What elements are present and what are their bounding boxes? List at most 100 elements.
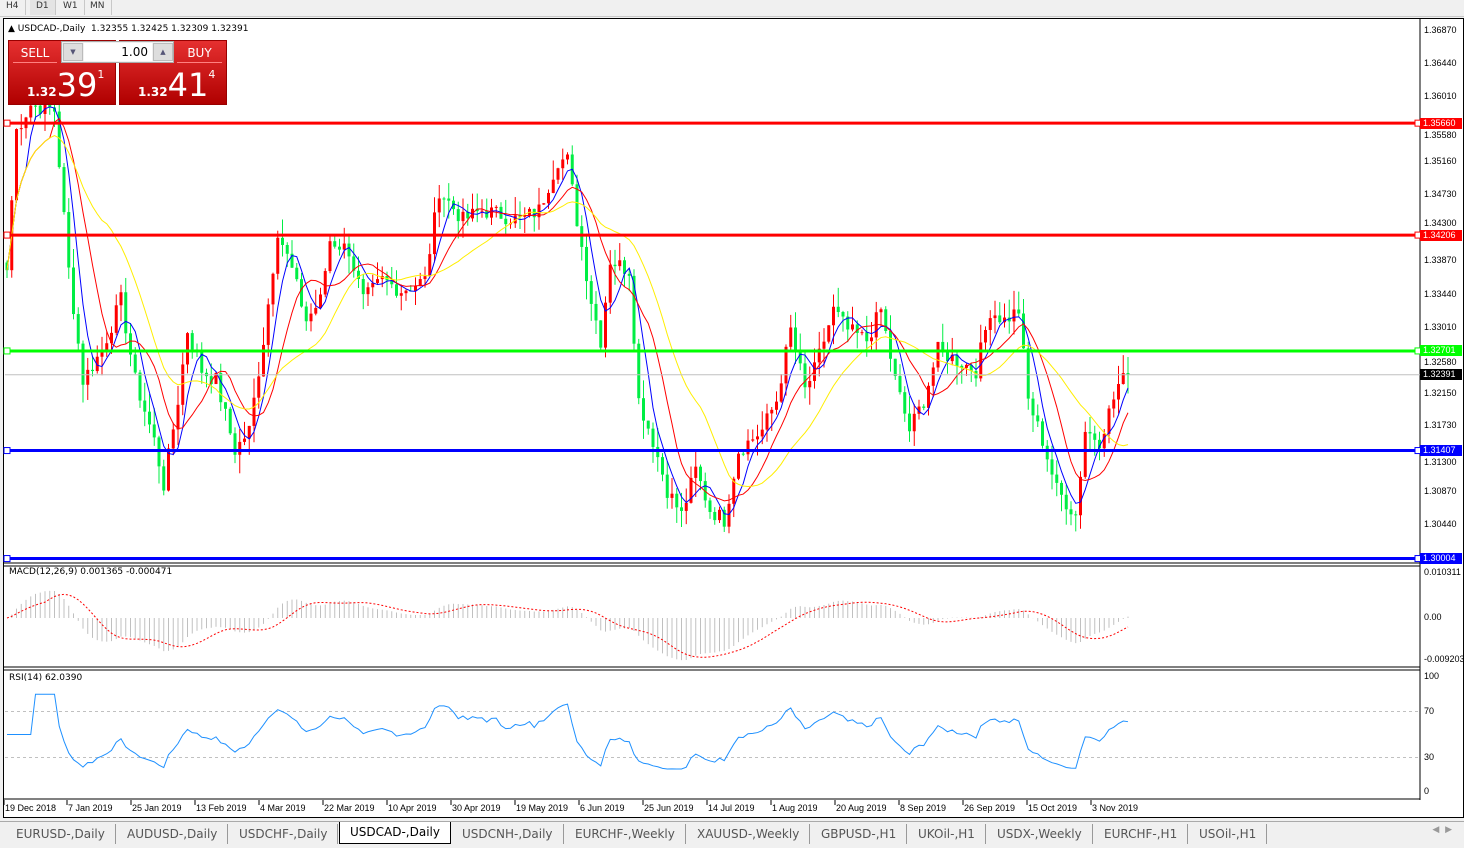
price-tick-label: 1.33870 <box>1424 255 1457 266</box>
candle-body <box>651 428 655 447</box>
chart-window[interactable] <box>3 18 1464 818</box>
timeframe-w1[interactable]: W1 <box>57 0 85 15</box>
date-tick-label: 3 Nov 2019 <box>1092 803 1139 813</box>
candle-body <box>152 424 156 438</box>
collapse-triangle-icon[interactable]: ▲ <box>8 24 15 34</box>
candle-body <box>395 284 398 296</box>
candle-body <box>1036 415 1040 422</box>
candle-body <box>209 376 213 385</box>
candle-body <box>1098 439 1101 449</box>
candle-body <box>285 244 289 254</box>
candle-body <box>661 457 664 475</box>
candle-body <box>62 167 66 213</box>
candle-body <box>110 332 113 344</box>
chart-tab[interactable]: USDX-,Weekly <box>987 824 1093 844</box>
candle-body <box>936 341 940 368</box>
chart-tab[interactable]: USDCHF-,Daily <box>229 824 339 844</box>
candle-body <box>371 282 375 288</box>
candle-body <box>941 341 945 351</box>
candle-body <box>1041 421 1044 446</box>
chart-tab[interactable]: GBPUSD-,H1 <box>811 824 908 844</box>
chart-tab[interactable]: EURCHF-,H1 <box>1094 824 1189 844</box>
timeframe-mn[interactable]: MN <box>84 0 112 15</box>
candle-body <box>670 493 674 498</box>
candle-body <box>1107 408 1111 434</box>
candle-body <box>917 406 921 414</box>
lot-size-input[interactable]: 1.00 <box>84 43 152 61</box>
candle-body <box>822 341 826 349</box>
level-handle[interactable] <box>3 347 11 355</box>
buy-button[interactable]: BUY <box>177 43 222 63</box>
candle-body <box>1102 433 1106 449</box>
candle-body <box>537 204 541 218</box>
chart-tab[interactable]: XAUUSD-,Weekly <box>687 824 811 844</box>
date-tick-label: 19 May 2019 <box>516 803 569 813</box>
level-handle[interactable] <box>3 119 11 127</box>
candle-body <box>988 318 992 330</box>
level-handle[interactable] <box>3 447 11 455</box>
chart-tab[interactable]: USOil-,H1 <box>1189 824 1268 844</box>
candle-body <box>29 105 33 118</box>
candle-body <box>1112 399 1116 409</box>
candle-body <box>423 276 427 280</box>
candle-body <box>304 306 308 322</box>
chart-tab[interactable]: UKOil-,H1 <box>908 824 986 844</box>
candle-body <box>884 309 888 331</box>
candle-body <box>300 279 303 307</box>
date-tick-label: 20 Aug 2019 <box>836 803 887 813</box>
candle-body <box>376 279 379 283</box>
candle-body <box>532 208 536 218</box>
candle-body <box>224 402 227 409</box>
candle-body <box>1117 383 1120 400</box>
candle-body <box>494 206 498 208</box>
chart-tab[interactable]: AUDUSD-,Daily <box>117 824 229 844</box>
chart-tab[interactable]: EURCHF-,Weekly <box>565 824 686 844</box>
candle-body <box>599 320 603 348</box>
tab-scroll-arrows-icon[interactable]: ◀ ▶ <box>1432 825 1452 835</box>
candle-body <box>993 315 997 319</box>
ma-mid-line <box>6 118 1129 502</box>
lot-decrease-icon[interactable]: ▼ <box>63 43 83 61</box>
candle-body <box>456 209 460 222</box>
timeframe-d1[interactable]: D1 <box>30 0 56 15</box>
level-handle[interactable] <box>3 231 11 239</box>
candle-body <box>803 363 807 388</box>
candle-body <box>542 203 546 205</box>
candle-body <box>399 293 403 296</box>
candle-body <box>485 210 489 218</box>
candle-body <box>566 154 569 160</box>
candle-body <box>898 376 902 393</box>
candle-body <box>214 373 218 385</box>
chart-tab[interactable]: EURUSD-,Daily <box>6 824 116 844</box>
candle-body <box>238 441 242 455</box>
chart-tab[interactable]: USDCNH-,Daily <box>452 824 564 844</box>
candle-body <box>694 466 698 478</box>
candle-body <box>366 287 370 295</box>
candle-body <box>561 159 565 169</box>
candle-body <box>281 237 284 245</box>
level-handle[interactable] <box>3 555 11 563</box>
candle-body <box>428 254 432 277</box>
candle-body <box>718 509 721 521</box>
candle-body <box>57 111 61 168</box>
timeframe-h4[interactable]: H4 <box>0 0 26 15</box>
candle-body <box>404 290 408 294</box>
candle-body <box>1031 398 1035 416</box>
lot-increase-icon[interactable]: ▲ <box>153 43 173 61</box>
one-click-trading-panel: SELL 1.32391 BUY 1.32414 ▼ 1.00 ▲ <box>8 40 227 105</box>
candle-body <box>390 280 394 285</box>
date-tick-label: 25 Jan 2019 <box>132 803 182 813</box>
symbol-info: ▲ USDCAD-,Daily 1.32355 1.32425 1.32309 … <box>8 24 248 34</box>
rsi-label: RSI(14) 62.0390 <box>9 673 83 683</box>
sell-button[interactable]: SELL <box>13 43 57 63</box>
candle-body <box>262 344 265 377</box>
sell-price[interactable]: 1.32391 <box>27 66 105 104</box>
ohlc-values: 1.32355 1.32425 1.32309 1.32391 <box>91 24 249 34</box>
buy-price[interactable]: 1.32414 <box>138 66 216 104</box>
candle-body <box>200 352 204 373</box>
candle-body <box>34 105 37 107</box>
candles <box>5 83 1130 534</box>
price-tick-label: 1.36440 <box>1424 57 1457 68</box>
chart-tab[interactable]: USDCAD-,Daily <box>339 822 451 844</box>
